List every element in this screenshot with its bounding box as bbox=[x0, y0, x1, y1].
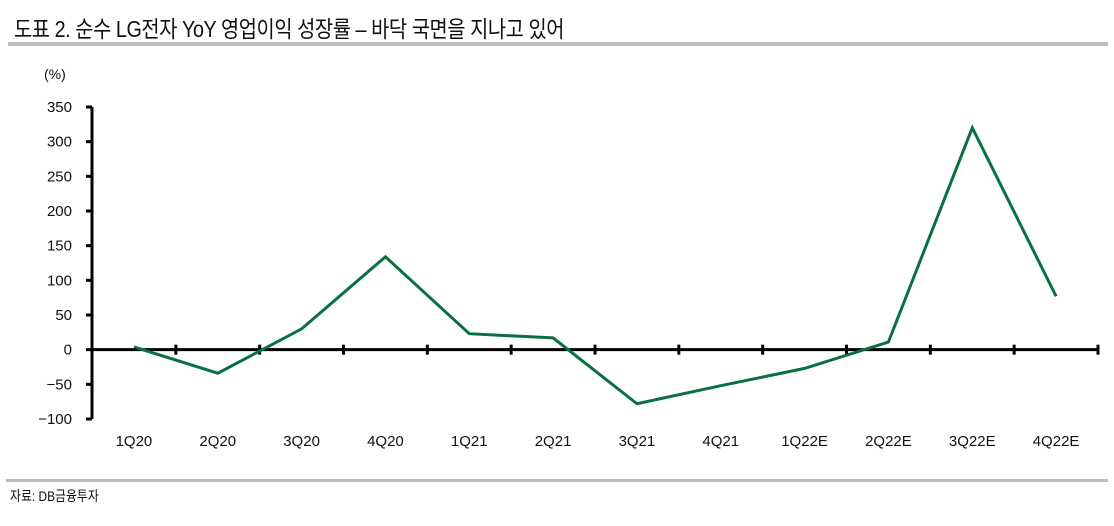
y-tick-label: −100 bbox=[38, 411, 72, 428]
y-axis-tick-labels: 350 300 250 200 150 100 50 0 −50 −100 bbox=[38, 99, 72, 428]
footer-divider bbox=[6, 479, 1108, 482]
y-tick-label: 100 bbox=[47, 272, 72, 289]
x-tick-label: 1Q22E bbox=[781, 433, 828, 450]
y-tick-label: 350 bbox=[47, 99, 72, 116]
source-note: 자료: DB금융투자 bbox=[10, 488, 99, 504]
x-axis-tick-labels: 1Q20 2Q20 3Q20 4Q20 1Q21 2Q21 3Q21 4Q21 1Q22E 2Q2… bbox=[116, 433, 1080, 450]
y-tick-label: 250 bbox=[47, 168, 72, 185]
y-tick-label: −50 bbox=[47, 376, 72, 393]
x-tick-label: 3Q22E bbox=[949, 433, 996, 450]
y-tick-label: 300 bbox=[47, 134, 72, 151]
y-tick-label: 150 bbox=[47, 238, 72, 255]
x-tick-label: 1Q20 bbox=[116, 433, 153, 450]
x-tick-label: 2Q22E bbox=[865, 433, 912, 450]
x-tick-label: 2Q20 bbox=[199, 433, 236, 450]
x-tick-label: 3Q21 bbox=[619, 433, 656, 450]
axes bbox=[86, 105, 1100, 421]
x-tick-label: 4Q22E bbox=[1033, 433, 1080, 450]
y-tick-label: 50 bbox=[55, 307, 72, 324]
x-tick-label: 2Q21 bbox=[535, 433, 572, 450]
y-tick-label: 200 bbox=[47, 203, 72, 220]
series-line bbox=[133, 124, 1058, 406]
x-tick-label: 3Q20 bbox=[283, 433, 320, 450]
title-divider bbox=[8, 42, 1108, 46]
x-tick-label: 1Q21 bbox=[451, 433, 488, 450]
x-tick-label: 4Q20 bbox=[367, 433, 404, 450]
chart-title: 도표 2. 순수 LG전자 YoY 영업이익 성장률 – 바닥 국면을 지나고 … bbox=[14, 16, 565, 42]
y-tick-label: 0 bbox=[64, 342, 72, 359]
y-axis-unit-label: (%) bbox=[44, 66, 66, 82]
x-tick-label: 4Q21 bbox=[702, 433, 739, 450]
